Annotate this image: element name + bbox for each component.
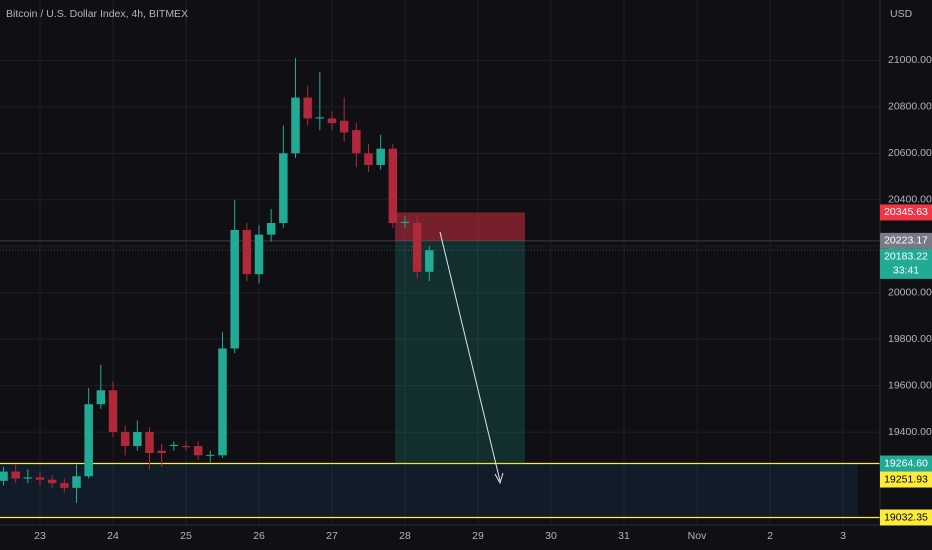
x-tick-label: 26 [253, 530, 265, 542]
candle-body [327, 118, 337, 124]
candle-body [425, 250, 434, 272]
candle-body [388, 148, 398, 224]
y-tick-label: 19600.00 [888, 379, 932, 391]
price-tag-label: 19032.35 [884, 511, 928, 523]
x-tick-label: 2 [767, 530, 773, 542]
x-tick-label: 25 [180, 530, 192, 542]
candle-body [303, 97, 312, 119]
candle-body [72, 476, 81, 488]
candle-body [133, 432, 142, 447]
candle-body [291, 97, 300, 154]
price-tag-label: 20345.63 [884, 206, 928, 218]
x-tick-label: 27 [326, 530, 338, 542]
candle-body [60, 483, 69, 488]
candle-body [169, 444, 179, 447]
projection-arrow [439, 231, 501, 482]
candle-body [193, 446, 203, 456]
candle-body [400, 221, 410, 224]
candle-body [266, 223, 276, 235]
arrow-head [494, 472, 504, 485]
price-tag-label: 20183.22 [884, 251, 928, 263]
candle-body [339, 120, 349, 133]
y-tick-label: 20600.00 [888, 147, 932, 159]
price-tags: 20345.63 20223.17 20183.22 33:41 19264.60 192… [880, 204, 932, 526]
candle-body [242, 229, 252, 275]
price-tag [880, 455, 932, 472]
candle-body [108, 390, 118, 433]
candle-body [376, 148, 385, 165]
price-tag [880, 232, 932, 249]
candle-body [84, 404, 93, 477]
support-zone [0, 463, 858, 518]
price-tag [880, 204, 932, 221]
candle-body [11, 471, 20, 479]
price-tag [880, 509, 932, 526]
y-tick-label: 20000.00 [888, 286, 932, 298]
candle-body [254, 234, 264, 275]
candle-body [218, 348, 227, 456]
candle-body [412, 223, 422, 272]
candle-body [120, 432, 130, 447]
candle-body [352, 130, 361, 154]
x-tick-label: 24 [107, 530, 119, 542]
chart-title: Bitcoin / U.S. Dollar Index, 4h, BITMEX [6, 8, 188, 20]
y-tick-label: 19800.00 [888, 333, 932, 345]
countdown: 33:41 [893, 265, 919, 277]
candle-body [23, 477, 33, 479]
y-tick-label: 21000.00 [888, 54, 932, 66]
candle-body [145, 432, 154, 453]
price-tag [880, 248, 932, 279]
price-tag-label: 19264.60 [884, 457, 928, 469]
candle-body [181, 446, 191, 448]
candle-body [364, 153, 373, 165]
candle-body [47, 479, 57, 484]
price-tag-label: 19251.93 [884, 473, 928, 485]
price-tag [880, 471, 932, 488]
candle-body [96, 390, 106, 405]
y-tick-label: 19400.00 [888, 426, 932, 438]
candle-body [0, 471, 8, 481]
y-tick-label: 20800.00 [888, 101, 932, 113]
y-tick-label: 20400.00 [888, 194, 932, 206]
candle-body [315, 117, 325, 119]
x-tick-label: 29 [472, 530, 484, 542]
candle-body [35, 477, 45, 480]
candle-body [157, 450, 166, 453]
candles [0, 58, 434, 503]
candle-body [279, 153, 288, 224]
grid [0, 0, 880, 525]
x-tick-label: 30 [545, 530, 557, 542]
x-tick-label: 31 [618, 530, 630, 542]
target-zone [395, 240, 525, 464]
candle-body [206, 454, 215, 456]
price-tag-label: 20223.17 [884, 235, 928, 247]
axis-unit: USD [890, 8, 913, 20]
candle-body [230, 229, 239, 349]
x-tick-label: 3 [840, 530, 846, 542]
x-tick-label: 28 [399, 530, 411, 542]
axes: 19400.0019600.0019800.0020000.0020200.00… [34, 54, 932, 542]
x-tick-label: 23 [34, 530, 46, 542]
x-tick-label: Nov [688, 530, 707, 542]
